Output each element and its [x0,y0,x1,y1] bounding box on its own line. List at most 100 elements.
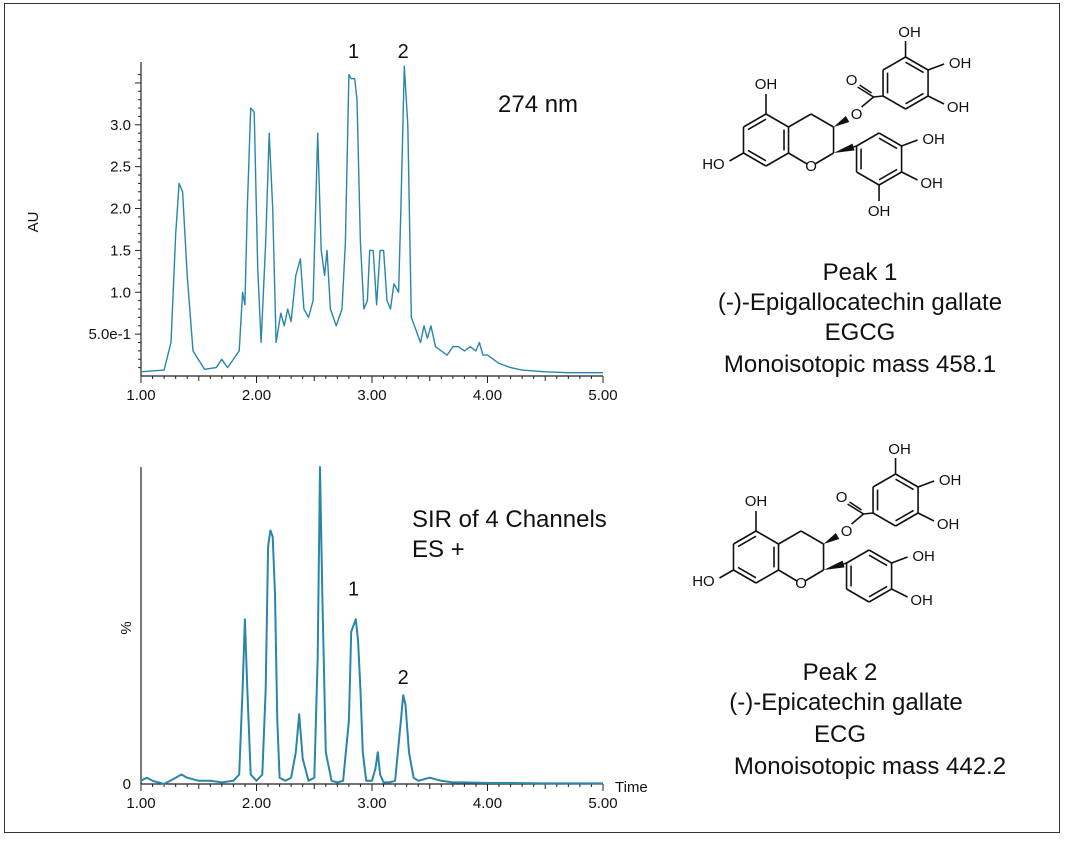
ecg-structure-a-ring-bond [733,569,757,584]
ecg-structure-b-ring-bond [868,588,892,603]
egcg-structure-a-ring-double-bond [747,118,767,131]
ecg-structure-oh-bond [891,588,908,598]
ecg-structure-galloyl-oh: OH [888,441,911,458]
ecg-structure-galloyl-ring-bond [872,512,896,527]
ecg-structure-oh-bond [917,480,935,488]
egcg-structure-b-ring-oh: OH [868,203,891,220]
peak1-caption-abbrev: EGCG [824,319,896,346]
egcg-structure-oh-bond [901,139,918,147]
egcg-structure-a-ring-ho: HO [702,156,725,173]
egcg-structure-b-ring-bond [856,171,880,186]
ecg-structure-ester-bond [851,513,865,525]
peak1-caption-name: (-)-Epigallocatechin gallate [717,289,1003,316]
ecg-structure-carbonyl-bond [849,501,862,511]
egcg-structure-b-ring-double-bond [878,168,898,181]
ecg-structure-oh-bond [917,512,935,522]
egcg-structure-a-ring-oh: OH [755,76,778,93]
egcg-structure-b-ring-bond [878,171,902,186]
egcg-structure-a-ring-bond [765,113,789,128]
egcg-structure-a-ring-double-bond [747,149,767,162]
ecg-structure-galloyl-oh: OH [937,516,960,533]
uv-y-tick-label: 1.5 [110,242,131,259]
uv-wavelength-annotation: 274 nm [498,91,579,118]
egcg-structure-b-ring-double-bond [878,137,898,150]
egcg-structure-galloyl-ring-bond [905,56,929,71]
uv-y-tick-label: 5.0e-1 [88,326,131,343]
sir-y-tick-label: 0 [123,776,131,793]
ecg-structure-carbonyl-bond [847,503,864,515]
uv-trace [140,65,603,374]
egcg-structure-c-bond [810,113,834,128]
ecg-structure-b-ring-double-bond [868,554,888,567]
egcg-structure-b-ring-bond [878,132,902,147]
uv-x-tick-label: 5.00 [588,387,617,404]
peak1-caption-title: Peak 1 [822,259,898,286]
ecg-structure-galloyl-ring-double-bond [895,509,914,522]
ecg-structure-b-ring-link [843,562,847,565]
uv-x-tick-label: 2.00 [242,387,271,404]
ecg-structure-a-ring-double-bond [737,535,757,548]
ecg-structure-b-ring-bond [846,588,870,603]
egcg-structure-galloyl-link [873,95,884,98]
figure-frame [4,3,1060,833]
ecg-structure-galloyl-ring-bond [895,512,919,527]
sir-x-tick-label: 5.00 [588,795,617,812]
sir-peak-label: 1 [348,578,359,600]
egcg-structure-b-ring-bond [856,132,880,147]
egcg-structure-c-bond [814,152,834,165]
peak2-caption-name: (-)-Epicatechin gallate [729,689,963,716]
ecg-structure-c-bond [800,530,824,545]
egcg-structure-b-ring-wedge [833,143,855,153]
ecg-structure-c-bond [778,569,798,582]
egcg-structure-oh-bond [901,171,918,181]
uv-y-tick-label: 2.5 [110,159,131,176]
uv-peak-label: 1 [348,41,359,63]
ecg-structure-galloyl-oh: OH [939,472,962,489]
sir-x-tick-label: 3.00 [357,795,386,812]
egcg-structure-galloyl-ring-bond [905,95,929,110]
ecg-structure-b-ring-wedge [823,560,845,570]
sir-trace [140,466,603,785]
egcg-structure-c-bond [788,113,812,128]
egcg-structure-ester-bond [861,96,875,108]
ecg-structure-galloyl-link [863,512,874,515]
peak2-caption-mass: Monoisotopic mass 442.2 [733,753,1007,780]
egcg-structure-c-bond [788,152,808,165]
ecg-structure-ester-oxygen: O [841,523,853,540]
ecg-structure-b-ring-oh: OH [912,548,935,565]
egcg-structure-galloyl-oh: OH [898,24,921,41]
ecg-structure-a-ring-bond [733,530,757,545]
ecg-structure-galloyl-ring-bond [872,473,896,488]
egcg-structure-galloyl-ring-bond [882,95,906,110]
sir-peak-label: 2 [398,667,409,689]
ecg-structure-carbonyl-oxygen: O [836,489,848,506]
uv-x-tick-label: 3.00 [357,387,386,404]
egcg-structure-b-ring-link [853,145,857,148]
ecg-structure-c-bond [778,530,802,545]
egcg-structure-galloyl-ring-double-bond [905,61,924,74]
peak2-caption-abbrev: ECG [813,721,866,748]
ecg-structure-oh-bond [891,556,908,564]
ecg-structure-a-ring-oh: OH [745,493,768,510]
ecg-structure-galloyl-ring-double-bond [895,478,914,491]
ecg-structure-b-ring-bond [846,549,870,564]
egcg-structure-oh-bond [729,152,744,162]
ecg-structure-ring-oxygen: O [795,575,807,592]
uv-chart: 1.00 2.00 3.00 4.00 5.00 5.0e-1 1.0 1.5 2.0 2.5 3.… [25,41,618,404]
egcg-structure-oh-bond [927,95,945,105]
egcg-structure-galloyl-ring-double-bond [905,92,924,105]
ecg-structure-ester-wedge [823,532,840,544]
uv-y-axis-label: AU [25,212,42,233]
uv-x-tick-label: 1.00 [126,387,155,404]
ecg-structure-a-ring-bond [755,530,779,545]
egcg-structure-carbonyl-oxygen: O [846,72,858,89]
ecg-structure-a-ring-double-bond [737,566,757,579]
uv-y-tick-label: 3.0 [110,117,131,134]
egcg-structure-a-ring-bond [743,113,767,128]
uv-x-tick-label: 4.00 [473,387,502,404]
sir-chart: 1.00 2.00 3.00 4.00 5.00 0% Time 1 2 [118,466,648,812]
